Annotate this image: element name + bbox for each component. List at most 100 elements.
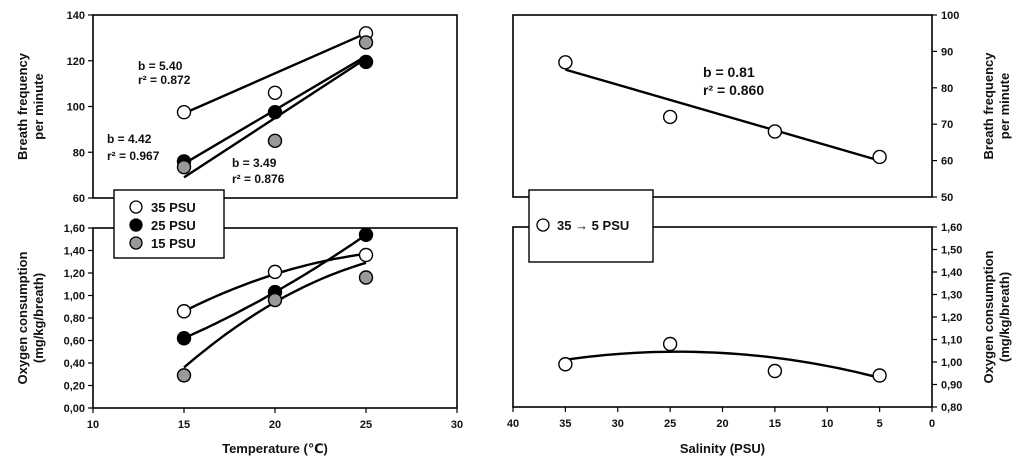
x-axis-label: Temperature (℃) — [222, 441, 328, 456]
fit-line-35-5-psu — [565, 68, 880, 162]
y-axis-label-line: Breath frequency — [981, 52, 996, 160]
y-tick-label: 70 — [941, 119, 953, 131]
y-tick-label: 0,80 — [64, 313, 85, 325]
fit-slope-label: b = 0.81 — [703, 64, 755, 80]
fit-line-35-5-psu — [565, 350, 880, 379]
series-br — [558, 336, 887, 383]
data-point — [767, 363, 783, 379]
y-tick-label: 1,00 — [941, 357, 962, 369]
y-axis-label-line: Oxygen consumption — [981, 250, 996, 383]
y-tick-label: 1,60 — [64, 223, 85, 235]
y-axis-label-line: Oxygen consumption — [15, 251, 30, 384]
y-tick-label: 1,10 — [941, 335, 962, 347]
series-bl — [176, 227, 374, 383]
legend-label: 15 PSU — [151, 236, 196, 251]
data-point — [872, 149, 887, 165]
y-tick-label: 1,20 — [941, 312, 962, 324]
y-axis-label-line: (mg/kg/breath) — [997, 272, 1012, 362]
fit-slope-label: b = 4.42 — [107, 132, 152, 146]
legend-marker — [129, 236, 143, 250]
data-point — [662, 109, 678, 125]
data-point — [176, 331, 192, 346]
plot-frame — [512, 14, 933, 198]
y-tick-label: 1,20 — [64, 268, 85, 280]
fit-line-15-psu — [183, 57, 367, 179]
data-point — [176, 159, 192, 175]
y-tick-label: 60 — [941, 156, 953, 168]
chart-br: 0,80 0,90 1,00 1,10 1,20 1,30 1,40 1,50 1,60 40 35… — [507, 222, 1012, 456]
y-tick-label: 0,00 — [64, 403, 85, 415]
y-tick-label: 1,40 — [941, 267, 962, 279]
y-tick-label: 1,00 — [64, 291, 85, 303]
chart-bl: 0,00 0,20 0,40 0,60 0,80 1,00 1,20 1,40 1,60 10 15… — [15, 223, 463, 456]
fit-slope-label: b = 5.40 — [138, 59, 183, 73]
data-point — [662, 336, 678, 352]
legend-label: 35 → 5 PSU — [557, 218, 629, 233]
x-tick-label: 10 — [821, 418, 833, 430]
x-tick-label: 10 — [87, 419, 99, 431]
x-tick-label: 15 — [178, 419, 190, 431]
legend-marker — [536, 218, 550, 232]
y-axis-label-line: Breath frequency — [15, 52, 30, 160]
fit-r2-label: r² = 0.860 — [703, 82, 764, 98]
data-point — [267, 292, 283, 308]
data-point — [176, 304, 192, 319]
legend-marker — [129, 218, 143, 232]
data-point — [558, 357, 573, 372]
data-point — [358, 227, 374, 242]
y-tick-label: 0,40 — [64, 358, 85, 370]
x-tick-label: 25 — [360, 419, 372, 431]
data-point — [358, 270, 374, 285]
data-point — [267, 264, 283, 280]
fit-r2-label: r² = 0.967 — [107, 149, 160, 163]
y-tick-label: 1,50 — [941, 245, 962, 257]
y-tick-label: 0,20 — [64, 381, 85, 393]
data-point — [558, 55, 573, 70]
legend-marker — [129, 200, 143, 214]
x-tick-label: 30 — [451, 419, 463, 431]
x-tick-label: 20 — [269, 419, 281, 431]
y-tick-label: 50 — [941, 192, 953, 204]
data-point — [176, 105, 192, 120]
y-tick-label: 0,90 — [941, 380, 962, 392]
data-point — [267, 85, 283, 100]
y-tick-label: 80 — [941, 83, 953, 95]
data-point — [767, 124, 783, 139]
x-tick-label: 5 — [877, 418, 883, 430]
y-axis-label-line: per minute — [31, 73, 46, 139]
y-tick-label: 80 — [73, 147, 85, 159]
x-tick-label: 35 — [559, 418, 571, 430]
legend-box — [528, 189, 654, 263]
data-point — [358, 35, 374, 50]
y-tick-label: 120 — [67, 56, 85, 68]
chart-tl: 60 80 100 120 140 Breath frequency per minute — [15, 10, 458, 205]
legend-label: 25 PSU — [151, 218, 196, 233]
series-tr — [558, 55, 887, 165]
data-point — [176, 368, 192, 383]
fit-r2-label: r² = 0.876 — [232, 172, 285, 186]
y-axis-label-line: per minute — [997, 73, 1012, 139]
data-point — [872, 368, 887, 383]
fit-line-35-psu — [183, 32, 367, 115]
y-tick-label: 1,30 — [941, 290, 962, 302]
x-tick-label: 30 — [612, 418, 624, 430]
y-tick-label: 100 — [941, 10, 959, 22]
fit-slope-label: b = 3.49 — [232, 156, 277, 170]
y-tick-label: 100 — [67, 102, 85, 114]
annotations-tr: b = 0.81 r² = 0.860 — [703, 64, 764, 98]
x-tick-label: 20 — [716, 418, 728, 430]
x-tick-label: 15 — [769, 418, 781, 430]
y-tick-label: 60 — [73, 193, 85, 205]
y-axis-label-line: (mg/kg/breath) — [31, 273, 46, 363]
y-tick-label: 90 — [941, 46, 953, 58]
y-tick-label: 1,60 — [941, 222, 962, 234]
y-tick-label: 0,80 — [941, 402, 962, 414]
x-tick-label: 40 — [507, 418, 519, 430]
legend-label: 35 PSU — [151, 200, 196, 215]
x-axis-label: Salinity (PSU) — [680, 441, 765, 456]
data-point — [358, 247, 374, 263]
legend-salinity: 35 → 5 PSU — [528, 189, 654, 263]
y-tick-label: 0,60 — [64, 336, 85, 348]
